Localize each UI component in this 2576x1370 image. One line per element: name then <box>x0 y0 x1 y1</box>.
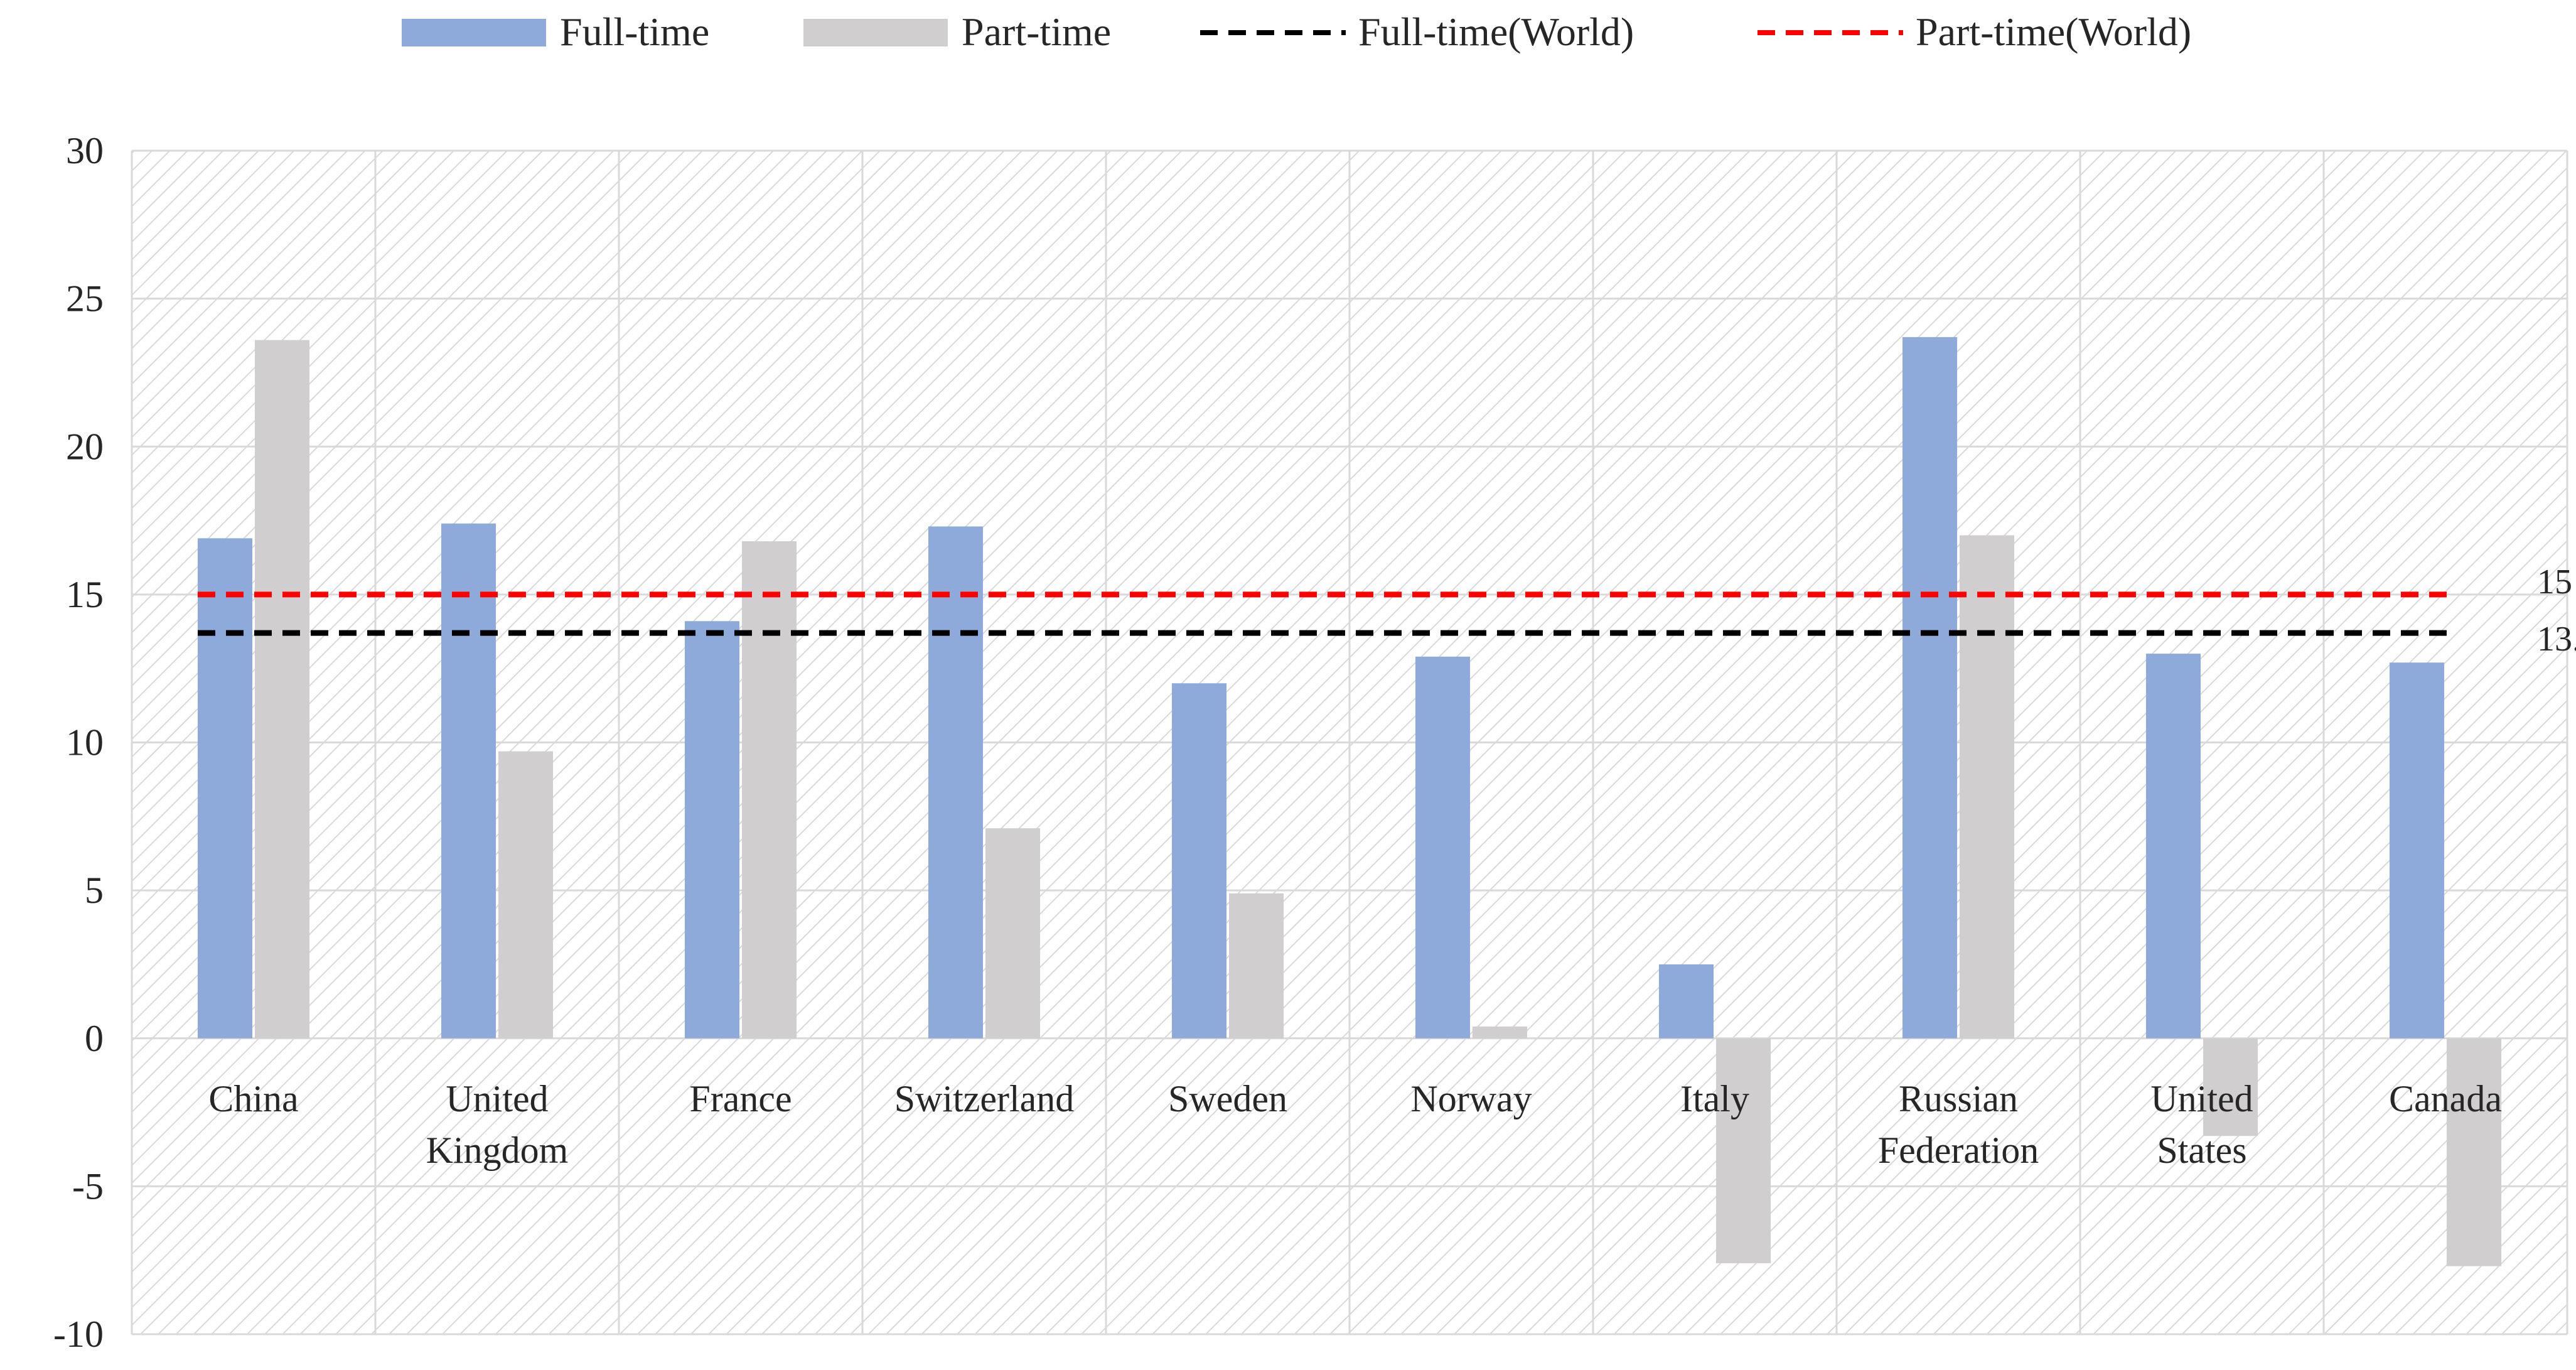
legend-label: Full-time(World) <box>1358 9 1634 54</box>
bar-full-time <box>928 526 983 1038</box>
legend-label: Part-time <box>962 9 1111 54</box>
legend-swatch <box>402 19 546 46</box>
x-tick-label: Russian <box>1899 1078 2018 1119</box>
bar-part-time <box>1716 1038 1771 1263</box>
x-tick-label: Kingdom <box>426 1130 569 1171</box>
x-tick-label: Federation <box>1878 1130 2039 1171</box>
y-tick-label: -10 <box>53 1313 104 1355</box>
bar-part-time <box>1473 1026 1527 1038</box>
y-tick-label: 0 <box>85 1018 104 1059</box>
bar-full-time <box>198 538 252 1038</box>
bar-part-time <box>255 340 309 1038</box>
bar-full-time <box>1902 337 1957 1038</box>
bar-part-time <box>985 828 1040 1038</box>
reference-lines: 13.7 15 <box>198 563 2576 659</box>
bar-full-time <box>1172 683 1226 1038</box>
legend-label: Part-time(World) <box>1916 9 2191 54</box>
x-tick-label: Norway <box>1410 1078 1532 1119</box>
bar-part-time <box>1229 893 1284 1038</box>
bar-full-time <box>1415 656 1470 1038</box>
bar-part-time <box>2203 1038 2258 1136</box>
bar-full-time <box>1659 964 1714 1038</box>
x-tick-label: China <box>208 1078 298 1119</box>
y-tick-label: 20 <box>66 426 104 467</box>
legend-label: Full-time <box>560 9 709 54</box>
y-tick-label: 10 <box>66 722 104 763</box>
x-tick-label: France <box>689 1078 792 1119</box>
bar-full-time <box>685 621 739 1038</box>
y-tick-label: -5 <box>72 1165 104 1207</box>
bar-part-time <box>742 541 797 1038</box>
x-tick-label: Sweden <box>1168 1078 1287 1119</box>
reference-line-label: 15 <box>2537 563 2572 601</box>
bar-full-time <box>2390 662 2444 1038</box>
legend-swatch <box>803 19 948 46</box>
x-tick-label: United <box>2150 1078 2253 1119</box>
y-tick-label: 30 <box>66 130 104 171</box>
bar-full-time <box>2146 654 2201 1038</box>
y-tick-label: 25 <box>66 278 104 320</box>
x-tick-label: Canada <box>2389 1078 2502 1119</box>
x-tick-label: Italy <box>1680 1078 1749 1119</box>
x-tick-label: United <box>446 1078 548 1119</box>
bars <box>198 337 2501 1266</box>
bar-full-time <box>441 523 496 1038</box>
bar-part-time <box>498 751 553 1038</box>
y-axis: 30 25 20 15 10 5 0 -5 -10 <box>53 130 104 1355</box>
x-tick-label: Switzerland <box>894 1078 1075 1119</box>
y-tick-label: 5 <box>85 870 104 911</box>
y-tick-label: 15 <box>66 574 104 615</box>
x-axis-labels: China United Kingdom France Switzerland Swede… <box>208 1078 2502 1171</box>
bar-part-time <box>1960 535 2014 1038</box>
legend: Full-time Part-time Full-time(World) Part-t… <box>402 9 2191 54</box>
bar-part-time <box>2447 1038 2501 1266</box>
reference-line-label: 13.7 <box>2537 620 2576 659</box>
x-tick-label: States <box>2157 1130 2246 1171</box>
